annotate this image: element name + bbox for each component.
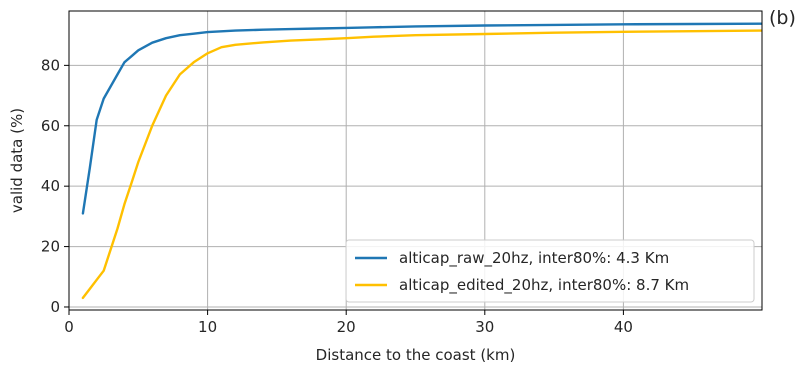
series-line-0: [81, 22, 762, 215]
x-tick-label: 30: [475, 318, 494, 336]
y-tick-label: 80: [41, 56, 60, 74]
series-line-1: [81, 29, 762, 300]
y-tick-label: 20: [41, 238, 60, 256]
x-tick-label: 40: [614, 318, 633, 336]
legend-label-1: alticap_edited_20hz, inter80%: 8.7 Km: [399, 276, 689, 295]
y-tick-label: 0: [50, 298, 60, 316]
plot-frame: [68, 10, 763, 311]
legend: alticap_raw_20hz, inter80%: 4.3 Km altica…: [345, 239, 755, 303]
series-layer: [81, 22, 762, 300]
x-tick-label: 20: [337, 318, 356, 336]
y-axis-label: valid data (%): [8, 108, 26, 213]
x-tick-label: 0: [64, 318, 74, 336]
y-tick-label: 60: [41, 117, 60, 135]
panel-label: (b): [769, 7, 796, 29]
legend-label-0: alticap_raw_20hz, inter80%: 4.3 Km: [399, 249, 669, 268]
legend-box: [345, 239, 755, 303]
x-axis-label: Distance to the coast (km): [316, 346, 516, 364]
y-tick-label: 40: [41, 177, 60, 195]
ticks: 0 10 20 30 40 0 20 40 60 80: [41, 56, 633, 336]
x-tick-label: 10: [198, 318, 217, 336]
